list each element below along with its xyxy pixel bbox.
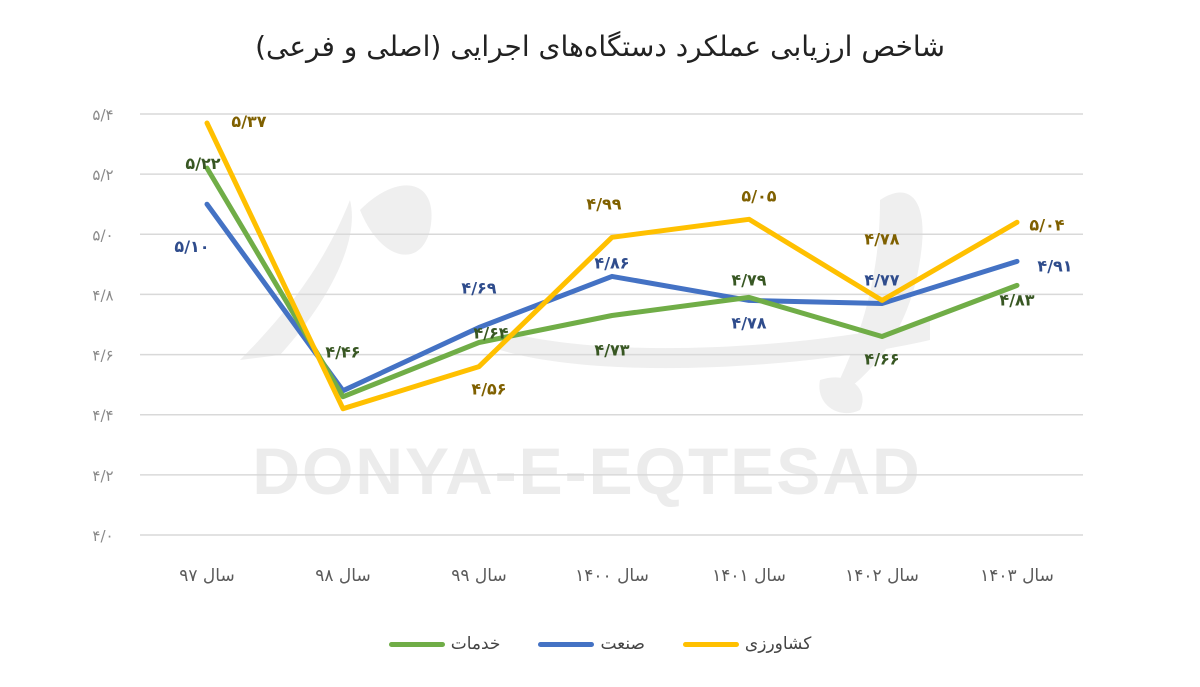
x-tick-label: سال ۱۴۰۰ — [575, 566, 649, 586]
data-label: ۴/۷۳ — [594, 340, 629, 359]
legend-item: صنعت — [538, 634, 645, 654]
data-label: ۴/۷۹ — [731, 270, 766, 289]
series-line — [204, 201, 1020, 394]
watermark-logo-icon — [240, 185, 930, 414]
series-line — [204, 165, 1020, 400]
x-tick-label: سال ۹۸ — [315, 566, 370, 586]
data-label: ۵/۲۲ — [185, 154, 220, 173]
data-label: ۵/۰۴ — [1029, 215, 1064, 234]
data-label: ۴/۹۱ — [1037, 256, 1072, 275]
y-tick-label: ۴/۸ — [92, 286, 113, 304]
legend-swatch-icon — [682, 641, 739, 647]
y-tick-label: ۴/۴ — [92, 407, 113, 425]
x-tick-label: سال ۱۴۰۱ — [712, 566, 786, 586]
data-label: ۵/۱۰ — [174, 237, 209, 256]
x-tick-label: سال ۱۴۰۲ — [845, 566, 919, 586]
data-label: ۴/۴۶ — [325, 343, 360, 362]
data-label: ۴/۷۸ — [731, 313, 766, 332]
legend-label: صنعت — [600, 634, 645, 654]
x-tick-label: سال ۹۹ — [451, 566, 506, 586]
y-tick-label: ۴/۲ — [92, 467, 113, 485]
data-label: ۴/۸۶ — [594, 253, 629, 272]
data-label: ۴/۶۹ — [461, 279, 496, 298]
legend-swatch-icon — [388, 641, 445, 647]
legend: کشاورزی صنعت خدمات — [0, 634, 1200, 654]
data-label: ۴/۷۷ — [864, 270, 899, 289]
data-label: ۵/۰۵ — [741, 186, 776, 205]
data-label: ۴/۸۳ — [999, 290, 1034, 309]
data-label: ۴/۹۹ — [586, 194, 621, 213]
legend-item: کشاورزی — [682, 634, 812, 654]
y-tick-label: ۴/۰ — [92, 527, 113, 545]
legend-label: کشاورزی — [744, 634, 812, 654]
watermark: DONYA-E-EQTESAD — [240, 185, 930, 508]
y-axis-labels: ۵/۴ ۵/۲ ۵/۰ ۴/۸ ۴/۶ ۴/۴ ۴/۲ ۴/۰ — [92, 106, 113, 545]
y-tick-label: ۵/۴ — [92, 106, 113, 124]
data-labels: ۵/۳۷ ۴/۵۶ ۴/۹۹ ۵/۰۵ ۴/۷۸ ۵/۰۴ ۵/۱۰ ۴/۶۹ ۴/۸۶ ۴/۷۸… — [174, 112, 1072, 399]
x-tick-label: سال ۱۴۰۳ — [980, 566, 1054, 586]
chart-title: شاخص ارزیابی عملکرد دستگاه‌های اجرایی (ا… — [255, 30, 945, 63]
y-tick-label: ۵/۰ — [92, 226, 113, 244]
legend-label: خدمات — [450, 634, 501, 654]
series-line — [204, 120, 1020, 412]
data-label: ۵/۳۷ — [231, 112, 266, 131]
data-label: ۴/۷۸ — [864, 229, 899, 248]
y-tick-label: ۴/۶ — [92, 347, 113, 365]
watermark-text: DONYA-E-EQTESAD — [252, 434, 921, 508]
x-tick-label: سال ۹۷ — [179, 566, 234, 586]
y-tick-label: ۵/۲ — [92, 166, 113, 184]
legend-item: خدمات — [388, 634, 501, 654]
x-axis-labels: سال ۹۷ سال ۹۸ سال ۹۹ سال ۱۴۰۰ سال ۱۴۰۱ سال ۱۴… — [179, 566, 1054, 586]
gridlines — [140, 113, 1083, 536]
data-label: ۴/۶۶ — [864, 350, 899, 369]
data-label: ۴/۶۴ — [473, 324, 508, 343]
legend-swatch-icon — [538, 641, 595, 647]
series-lines — [204, 120, 1020, 412]
data-label: ۴/۵۶ — [471, 380, 506, 399]
line-chart: DONYA-E-EQTESAD ۵/۴ ۵/۲ ۵/۰ ۴/۸ ۴/۶ ۴/۴ ۴/۲ ۴/۰… — [92, 106, 1083, 586]
